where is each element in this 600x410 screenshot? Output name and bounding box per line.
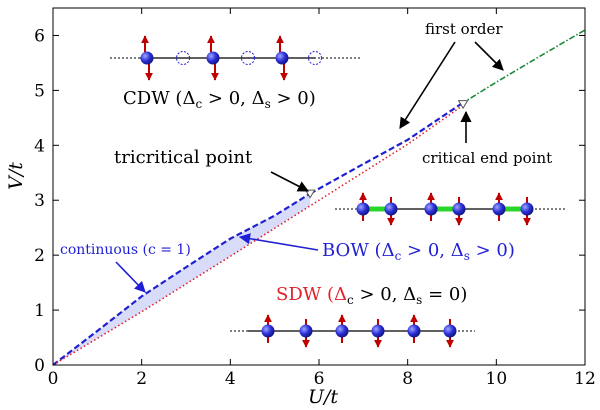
sdw-sites: [261, 314, 457, 348]
tricritical-point-marker: [304, 189, 316, 199]
series-layer: [52, 29, 586, 366]
cdw-empty-site-2: [241, 51, 255, 65]
x-tick-label: 10: [486, 369, 508, 389]
cdw-site-3: [275, 35, 289, 81]
y-tick-label: 3: [34, 191, 45, 211]
bow-arrow: [238, 233, 319, 251]
x-tick-label: 12: [574, 369, 596, 389]
continuous-annotation: continuous (c = 1): [60, 242, 191, 258]
sdw-site-1: [261, 314, 275, 343]
bow-phase-label: BOW (Δc > 0, Δs > 0): [322, 240, 515, 263]
bow-region-shade: [53, 193, 311, 365]
y-tick-label: 2: [34, 246, 45, 266]
x-tick-label: 0: [48, 369, 59, 389]
series-line-3: [52, 106, 462, 366]
marker-layer: [304, 100, 469, 199]
x-axis-label: U/t: [308, 386, 338, 408]
x-tick-label: 8: [402, 369, 413, 389]
x-tick-label: 4: [225, 369, 236, 389]
cdw-site-1: [140, 35, 154, 81]
sdw-site-6: [443, 319, 457, 348]
critical-end-point-annotation: critical end point: [422, 149, 552, 167]
first-order-arrow-right: [474, 41, 504, 71]
sdw-site-5: [407, 314, 421, 343]
y-axis-label: V/t: [5, 162, 27, 190]
y-tick-label: 0: [34, 356, 45, 376]
x-tick-label: 6: [314, 369, 325, 389]
bow-site-1: [356, 192, 370, 221]
bow-site-3: [424, 192, 438, 221]
series-line-2: [309, 103, 462, 195]
continuous-arrow: [115, 261, 146, 293]
sdw-site-4: [371, 319, 385, 348]
bow-chain-illustration: [335, 192, 565, 226]
cdw-phase-label: CDW (Δc > 0, Δs > 0): [123, 88, 316, 111]
bow-site-4: [452, 197, 466, 226]
y-tick-label: 5: [34, 81, 45, 101]
bow-site-6: [520, 197, 534, 226]
bow-site-2: [384, 197, 398, 226]
sdw-site-2: [299, 319, 313, 348]
series-line-1: [52, 192, 311, 366]
cdw-site-2: [206, 35, 220, 81]
first-order-arrow-left: [399, 41, 456, 129]
cdw-chain-illustration: [110, 35, 360, 81]
x-tick-label: 2: [136, 369, 147, 389]
tricritical-point-arrow: [270, 171, 309, 192]
sdw-chain-illustration: [230, 314, 475, 348]
bow-sites: [356, 192, 534, 226]
y-tick-label: 4: [34, 136, 45, 156]
bow-site-5: [492, 192, 506, 221]
tricritical-point-annotation: tricritical point: [114, 147, 253, 168]
cdw-empty-site-1: [176, 51, 190, 65]
critical-end-point-marker: [457, 100, 469, 110]
y-tick-label: 1: [34, 301, 45, 321]
sdw-phase-label: SDW (Δc > 0, Δs = 0): [276, 284, 467, 307]
cdw-empty-site-3: [308, 51, 322, 65]
sdw-site-3: [335, 314, 349, 343]
first-order-annotation: first order: [425, 20, 503, 38]
y-tick-label: 6: [34, 26, 45, 46]
series-line-4: [460, 29, 586, 105]
